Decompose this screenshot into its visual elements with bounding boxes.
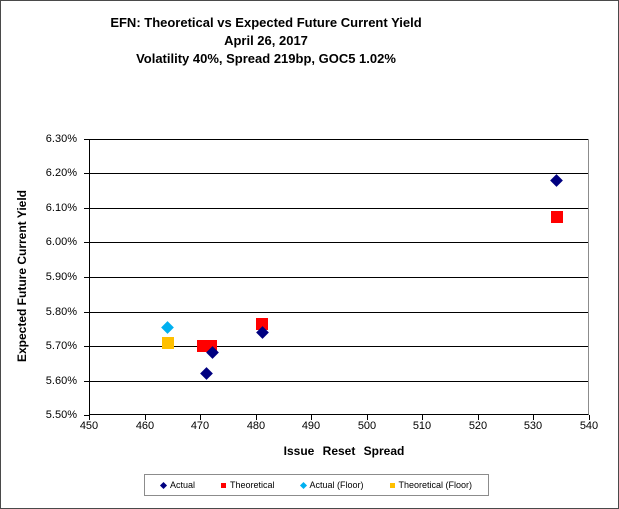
x-tick-label: 530 — [523, 420, 543, 432]
x-tick-mark — [311, 415, 312, 420]
y-tick-label: 6.30% — [45, 133, 77, 145]
x-tick-label: 480 — [246, 420, 266, 432]
gridline — [90, 277, 588, 278]
legend-label: Theoretical (Floor) — [398, 480, 473, 490]
diamond-marker-icon — [159, 481, 167, 489]
x-tick-mark — [256, 415, 257, 420]
x-tick-mark — [145, 415, 146, 420]
y-tick-mark — [84, 312, 90, 313]
y-tick-mark — [84, 346, 90, 347]
x-tick-mark — [589, 415, 590, 420]
y-tick-label: 6.20% — [45, 167, 77, 179]
gridline — [90, 139, 588, 140]
x-tick-mark — [422, 415, 423, 420]
y-tick-label: 5.60% — [45, 375, 77, 387]
chart-subtitle-params: Volatility 40%, Spread 219bp, GOC5 1.02% — [136, 51, 396, 66]
legend-label: Actual — [169, 480, 195, 490]
data-point-actual-floor — [161, 320, 175, 334]
legend-item: Actual (Floor) — [299, 480, 364, 490]
x-tick-mark — [89, 415, 90, 420]
square-marker-icon — [389, 482, 395, 488]
y-tick-mark — [84, 415, 90, 416]
x-tick-mark — [533, 415, 534, 420]
legend-label: Actual (Floor) — [309, 480, 364, 490]
y-tick-mark — [84, 277, 90, 278]
y-tick-mark — [84, 381, 90, 382]
square-marker-icon — [220, 482, 226, 488]
gridline — [90, 173, 588, 174]
x-tick-mark — [200, 415, 201, 420]
chart-title-block: EFN: Theoretical vs Expected Future Curr… — [1, 14, 531, 68]
x-tick-label: 490 — [301, 420, 321, 432]
plot-area — [89, 139, 589, 415]
chart-title: EFN: Theoretical vs Expected Future Curr… — [110, 15, 422, 30]
y-tick-label: 5.70% — [45, 340, 77, 352]
gridline — [90, 242, 588, 243]
x-axis-title: Issue Reset Spread — [283, 444, 405, 458]
legend-item: Theoretical — [220, 480, 275, 490]
legend-item: Theoretical (Floor) — [389, 480, 473, 490]
x-tick-mark — [367, 415, 368, 420]
x-tick-label: 520 — [468, 420, 488, 432]
x-tick-label: 460 — [135, 420, 155, 432]
gridline — [90, 312, 588, 313]
x-tick-label: 510 — [412, 420, 432, 432]
y-tick-label: 6.10% — [45, 202, 77, 214]
y-tick-label: 6.00% — [45, 236, 77, 248]
y-tick-mark — [84, 139, 90, 140]
gridline — [90, 346, 588, 347]
data-point-theoretical — [550, 210, 563, 223]
x-tick-label: 540 — [579, 420, 599, 432]
y-tick-mark — [84, 242, 90, 243]
legend-item: Actual — [159, 480, 195, 490]
y-tick-mark — [84, 208, 90, 209]
chart-subtitle-date: April 26, 2017 — [224, 33, 308, 48]
gridline — [90, 208, 588, 209]
diamond-marker-icon — [299, 481, 307, 489]
y-tick-mark — [84, 173, 90, 174]
legend: Actual Theoretical Actual (Floor) Theoretic… — [144, 474, 489, 496]
data-point-theoretical-floor — [161, 336, 174, 349]
x-tick-label: 500 — [357, 420, 377, 432]
y-tick-label: 5.80% — [45, 306, 77, 318]
gridline — [90, 381, 588, 382]
data-point-actual — [550, 174, 564, 187]
x-tick-label: 450 — [79, 420, 99, 432]
x-tick-mark — [478, 415, 479, 420]
legend-label: Theoretical — [229, 480, 275, 490]
y-tick-label: 5.90% — [45, 271, 77, 283]
x-tick-label: 470 — [190, 420, 210, 432]
data-point-theoretical — [256, 317, 269, 330]
y-tick-label: 5.50% — [45, 409, 77, 421]
data-point-actual — [200, 367, 214, 380]
